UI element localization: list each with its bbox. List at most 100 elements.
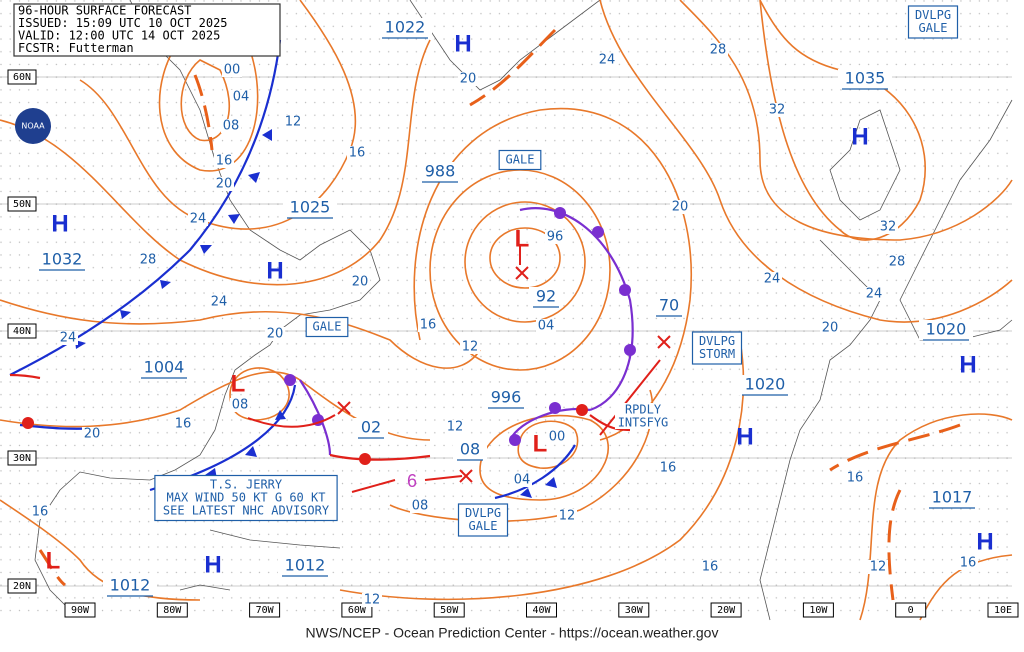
isobar-label: 16	[660, 461, 677, 476]
pressure-label-bg	[453, 440, 487, 460]
isobar-label-bg	[557, 509, 577, 523]
isobar-label: 12	[559, 509, 576, 524]
isobar-label-bg	[864, 287, 884, 301]
low-center: L	[231, 370, 246, 397]
isobar-label: 00	[549, 430, 566, 445]
isobar-label-bg	[265, 327, 285, 341]
isobar-label: 24	[211, 295, 228, 310]
pressure-label-bg	[838, 69, 892, 89]
isobar-label-bg	[868, 560, 888, 574]
warning-box	[457, 503, 509, 537]
isobar-label: 16	[420, 318, 437, 333]
isobar-label-bg	[214, 177, 234, 191]
isobar-label: 20	[267, 327, 284, 342]
isobar-label-bg	[410, 499, 430, 513]
isobar-label-bg	[658, 461, 678, 475]
pressure-label: 1032	[42, 250, 83, 269]
isobar-label: 08	[232, 398, 249, 413]
pressure-label: 02	[361, 418, 381, 437]
low-center: L	[515, 225, 530, 252]
longitude-box	[433, 602, 465, 618]
warning-box	[907, 5, 959, 39]
isobar-label-bg	[458, 72, 478, 86]
isobar-label-bg	[845, 471, 865, 485]
pressure-label: 1025	[290, 198, 331, 217]
low-center: L	[46, 547, 61, 574]
header-line: 96-HOUR SURFACE FORECAST	[18, 4, 191, 18]
isobar-label-bg	[209, 295, 229, 309]
isobar-label: 28	[710, 43, 727, 58]
isobar-label: 20	[216, 177, 233, 192]
pressure-label: 1022	[385, 18, 426, 37]
warning-text: DVLPG	[699, 334, 735, 348]
latitude-label: 20N	[13, 581, 31, 592]
noaa-logo	[15, 108, 51, 144]
warning-text: GALE	[469, 519, 498, 533]
noaa-logo-text: NOAA	[21, 122, 45, 131]
pressure-label: 92	[536, 287, 556, 306]
pressure-label-bg	[35, 250, 89, 270]
longitude-box	[64, 602, 96, 618]
isobar-label-bg	[231, 90, 251, 104]
isobar-label-bg	[536, 319, 556, 333]
low-center: L	[533, 430, 548, 457]
isobar-label: 20	[460, 72, 477, 87]
isobar-label: 08	[412, 499, 429, 514]
longitude-label: 80W	[163, 605, 182, 616]
latitude-box	[7, 323, 37, 339]
high-center: H	[51, 210, 68, 237]
warning-text: DVLPG	[465, 506, 501, 520]
longitude-box	[895, 602, 927, 618]
warning-box	[154, 474, 338, 522]
isobar-label-bg	[445, 420, 465, 434]
pressure-label: 1020	[926, 320, 967, 339]
isobar-label: 12	[462, 340, 479, 355]
isobar-label-bg	[230, 398, 250, 412]
isobar-label-bg	[347, 146, 367, 160]
isobar-label-bg	[173, 417, 193, 431]
isobar-label: 04	[538, 319, 555, 334]
isobar-label: 24	[599, 53, 616, 68]
isobar-label-bg	[188, 212, 208, 226]
pressure-label-bg	[137, 358, 191, 378]
isobar-label-bg	[362, 593, 382, 607]
pressure-label: 996	[491, 388, 522, 407]
longitude-label: 30W	[625, 605, 644, 616]
isobar-label-bg	[597, 53, 617, 67]
isobar-label-bg	[512, 473, 532, 487]
isobar-label: 16	[960, 556, 977, 571]
isobar-label-bg	[547, 430, 567, 444]
warning-text: STORM	[699, 347, 735, 361]
pressure-label-bg	[652, 296, 686, 316]
pressure-label: 08	[460, 440, 480, 459]
front-symbols	[22, 129, 636, 498]
longitude-label: 90W	[71, 605, 90, 616]
isobar-label-bg	[670, 200, 690, 214]
isobar-label-bg	[762, 272, 782, 286]
warning-text: DVLPG	[915, 8, 951, 22]
latitude-label: 30N	[13, 453, 31, 464]
isobar-label: 16	[847, 471, 864, 486]
longitude-label: 40W	[532, 605, 551, 616]
header-box	[13, 3, 281, 57]
isobar-label: 16	[32, 505, 49, 520]
isobar-label: 20	[822, 321, 839, 336]
isobar-label-bg	[283, 115, 303, 129]
latitude-box	[7, 578, 37, 594]
isobar-label-bg	[545, 230, 565, 244]
high-center: H	[976, 528, 993, 555]
isobar-label-bg	[58, 331, 78, 345]
isobar-label-bg	[82, 427, 102, 441]
isobar-label-bg	[700, 560, 720, 574]
isobar-label: 96	[547, 230, 564, 245]
isobar-label: 20	[352, 275, 369, 290]
isobar-label: 16	[349, 146, 366, 161]
isobar-label: 28	[889, 255, 906, 270]
isobar-label: 08	[223, 119, 240, 134]
pressure-label-bg	[529, 287, 563, 307]
isobar-label: 00	[224, 63, 241, 78]
warning-box	[498, 149, 542, 171]
isobar-label: 04	[514, 473, 531, 488]
longitude-box	[987, 602, 1019, 618]
isobar-label: 24	[190, 212, 207, 227]
